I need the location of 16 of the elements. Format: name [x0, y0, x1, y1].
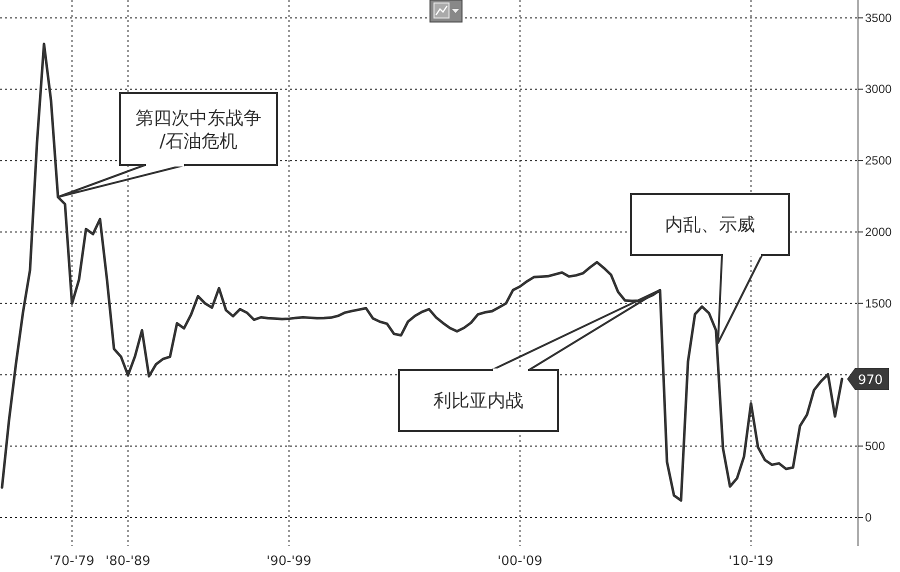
x-tick-label: '80-'89 [106, 554, 150, 569]
annotation: 第四次中东战争 /石油危机 [136, 108, 262, 152]
data-label: 970 [858, 372, 883, 388]
annotation: 内乱、示威 [665, 214, 755, 236]
y-tick-label: 2500 [865, 154, 892, 168]
y-tick-label: 3000 [865, 82, 892, 96]
annotation: 利比亚内战 [434, 390, 524, 412]
x-tick-label: '00-'09 [498, 554, 542, 569]
y-tick-label: 0 [865, 510, 872, 524]
y-tick-label: 500 [865, 439, 886, 454]
y-tick-label: 3500 [865, 10, 892, 25]
x-tick-label: '70-'79 [50, 554, 94, 569]
x-tick-label: '90-'99 [266, 554, 312, 569]
y-tick-label: 1500 [865, 296, 892, 310]
x-tick-label: '10-'19 [728, 554, 774, 569]
y-tick-label: 2000 [865, 224, 892, 239]
